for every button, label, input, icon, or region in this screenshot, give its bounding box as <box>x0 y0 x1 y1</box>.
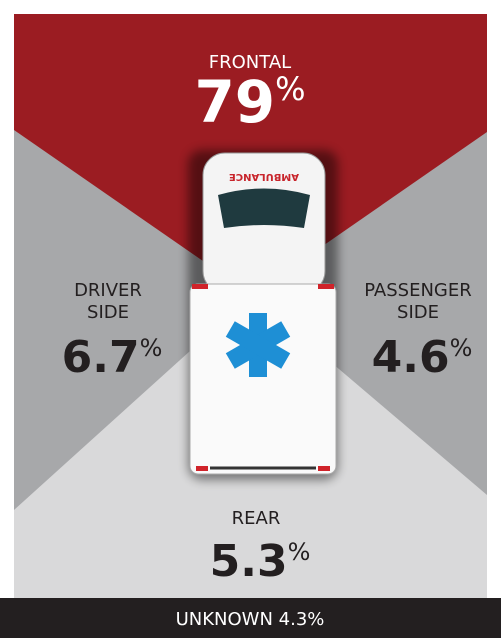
region-label: DRIVER <box>74 280 142 301</box>
value: 6.7 <box>62 332 140 383</box>
svg-text:AMBULANCE: AMBULANCE <box>229 171 299 182</box>
ambulance: AMBULANCE <box>188 150 338 480</box>
unit: % <box>140 334 163 362</box>
region-label: SIDE <box>397 302 439 323</box>
unit: % <box>275 70 305 108</box>
region-label: REAR <box>232 508 281 529</box>
infographic: AMBULANCE FRONTAL 79% DRIVER SIDE 6.7% P… <box>0 0 501 638</box>
region-label: PASSENGER <box>364 280 472 301</box>
value: 79 <box>194 68 275 136</box>
footer-text: UNKNOWN 4.3% <box>176 609 325 630</box>
region-label: SIDE <box>87 302 129 323</box>
value: 4.6 <box>372 332 450 383</box>
unit: % <box>288 538 311 566</box>
value: 5.3 <box>210 536 288 587</box>
unit: % <box>450 334 473 362</box>
